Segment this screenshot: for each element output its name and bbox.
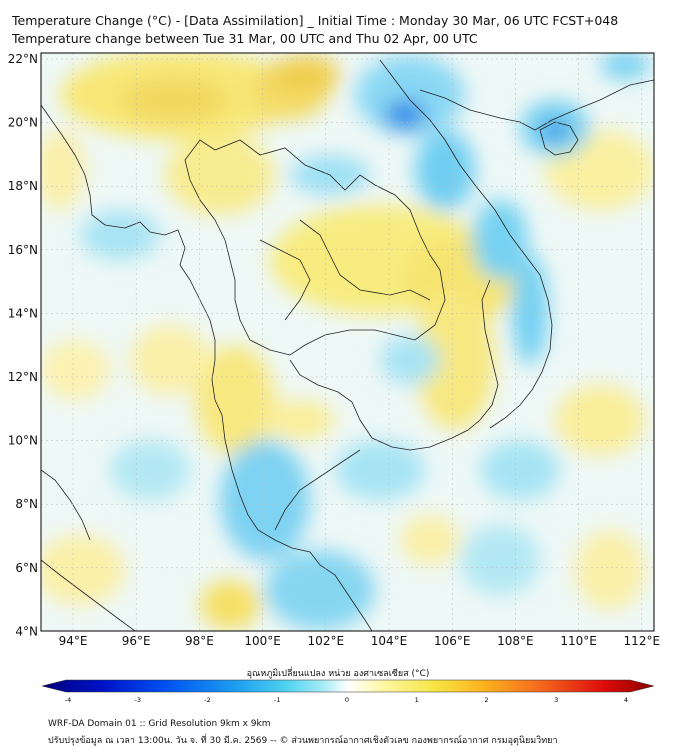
lon-label: 102°E xyxy=(308,634,345,648)
sumatra-coast-path xyxy=(41,559,136,631)
longitude-labels: 94°E 96°E 98°E 100°E 102°E 104°E 106°E 108°E 110… xyxy=(59,634,660,648)
footer-model-info: WRF-DA Domain 01 :: Grid Resolution 9km … xyxy=(48,719,271,729)
lat-label: 18°N xyxy=(8,179,38,193)
lon-label: 112°E xyxy=(624,634,661,648)
coastlines-and-borders xyxy=(41,59,654,631)
latitude-labels: 22°N 20°N 18°N 16°N 14°N 12°N 10°N 8°N 6°N 4°N xyxy=(8,52,38,638)
gridlines xyxy=(41,53,654,631)
map-frame xyxy=(40,52,655,632)
lon-label: 96°E xyxy=(122,634,151,648)
colorbar-tick-label: -2 xyxy=(204,696,210,704)
temperature-field xyxy=(41,53,654,631)
colorbar-tick-label: -4 xyxy=(65,696,71,704)
lon-label: 98°E xyxy=(185,634,214,648)
lat-label: 6°N xyxy=(15,561,38,575)
lat-label: 14°N xyxy=(8,306,38,320)
lat-label: 8°N xyxy=(15,497,38,511)
sumatra-tip-path xyxy=(41,469,91,541)
colorbar-bar xyxy=(41,679,655,693)
lon-label: 108°E xyxy=(497,634,534,648)
colorbar: -4 -3 -2 -1 0 1 2 3 4 xyxy=(41,679,655,704)
colorbar-tick-label: 1 xyxy=(415,696,419,704)
colorbar-tick-label: 4 xyxy=(624,696,628,704)
colorbar-title: อุณหภูมิเปลี่ยนแปลง หน่วย องศาเซลเซียส (… xyxy=(246,669,430,679)
internal-border-path-2 xyxy=(259,239,311,321)
lon-label: 110°E xyxy=(560,634,597,648)
lat-label: 10°N xyxy=(8,434,38,448)
gulf-coast-path xyxy=(289,279,499,451)
lon-label: 104°E xyxy=(371,634,408,648)
internal-border-path xyxy=(299,219,431,301)
indochina-border-path xyxy=(184,139,446,356)
colorbar-tick-label: 3 xyxy=(554,696,558,704)
lat-label: 12°N xyxy=(8,370,38,384)
lon-label: 94°E xyxy=(59,634,88,648)
lat-label: 22°N xyxy=(8,52,38,66)
colorbar-ticks: -4 -3 -2 -1 0 1 2 3 4 xyxy=(65,696,628,704)
lon-label: 100°E xyxy=(244,634,281,648)
map-subtitle: Temperature change between Tue 31 Mar, 0… xyxy=(12,31,478,46)
colorbar-tick-label: 2 xyxy=(484,696,488,704)
lon-label: 106°E xyxy=(434,634,471,648)
lat-label: 20°N xyxy=(8,116,38,130)
lat-label: 4°N xyxy=(15,624,38,638)
map-title: Temperature Change (°C) - [Data Assimila… xyxy=(12,13,619,28)
colorbar-tick-label: -1 xyxy=(274,696,280,704)
south-china-coast-path xyxy=(419,79,654,131)
andaman-coast-path xyxy=(41,104,373,631)
footer-update-info: ปรับปรุงข้อมูล ณ เวลา 13:00น. วัน จ. ที่… xyxy=(48,736,558,746)
lat-label: 16°N xyxy=(8,243,38,257)
colorbar-tick-label: 0 xyxy=(345,696,349,704)
gulf-west-coast-path xyxy=(274,449,361,531)
vietnam-coast-path xyxy=(379,59,553,429)
colorbar-tick-label: -3 xyxy=(135,696,141,704)
